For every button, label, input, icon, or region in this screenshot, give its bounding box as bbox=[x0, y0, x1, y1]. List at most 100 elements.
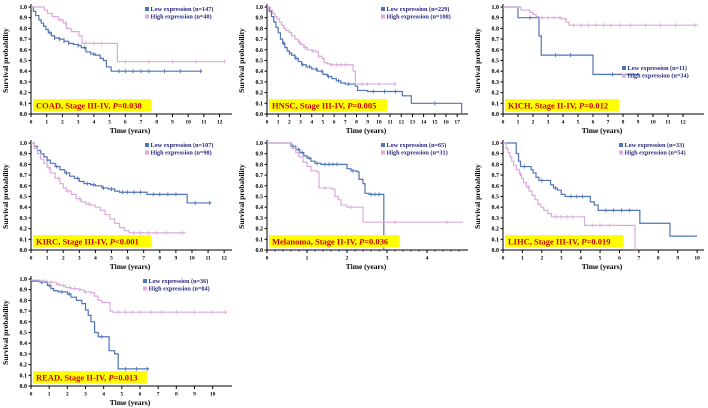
legend-label: High expression (n=98) bbox=[151, 150, 212, 157]
y-tick-label: 0.1 bbox=[256, 101, 264, 107]
x-tick-label: 4 bbox=[94, 256, 97, 262]
x-tick-label: 9 bbox=[366, 120, 369, 126]
y-tick-label: 0.6 bbox=[492, 184, 500, 190]
y-tick-label: 0.4 bbox=[256, 69, 264, 75]
x-tick-label: 3 bbox=[386, 256, 389, 262]
high-legend-swatch bbox=[381, 150, 385, 155]
y-tick-label: 1.0 bbox=[256, 141, 264, 147]
axes bbox=[266, 140, 468, 251]
legend-label: High expression (n=84) bbox=[149, 286, 210, 293]
y-tick-label: 0.0 bbox=[256, 248, 264, 254]
y-tick-label: 0.4 bbox=[492, 205, 500, 211]
y-axis-title: Survival probability bbox=[1, 28, 10, 93]
x-tick-label: 2 bbox=[288, 120, 291, 126]
y-tick-label: 0.2 bbox=[492, 91, 500, 97]
x-axis-title: Time (years) bbox=[110, 262, 151, 271]
x-tick-label: 12 bbox=[217, 120, 223, 126]
x-tick-label: 3 bbox=[560, 256, 563, 262]
y-tick-label: 0.9 bbox=[20, 152, 28, 158]
x-tick-label: 9 bbox=[637, 120, 640, 126]
panel-title-highlight bbox=[505, 235, 624, 248]
y-tick-label: 0.2 bbox=[492, 227, 500, 233]
high-expression-curve bbox=[267, 6, 397, 85]
low-legend-swatch bbox=[145, 7, 149, 11]
low-expression-curve bbox=[503, 6, 640, 76]
legend-label: Low expression (n=65) bbox=[387, 142, 447, 149]
x-tick-label: 6 bbox=[333, 120, 336, 126]
x-axis-title: Time (years) bbox=[110, 126, 151, 135]
x-tick-label: 8 bbox=[657, 256, 660, 262]
y-tick-label: 0.8 bbox=[492, 162, 500, 168]
y-tick-label: 0.7 bbox=[20, 37, 28, 43]
km-panel-lihc: 0.0 0.1 0.2 0.3 0.4 0.5 0.6 0.7 0.8 0.9 1.0 0 1 2 3 4 5 6… bbox=[472, 136, 708, 272]
legend-label: Low expression (n=147) bbox=[151, 6, 214, 13]
y-tick-label: 0.4 bbox=[20, 341, 28, 347]
high-expression-curve bbox=[503, 6, 698, 26]
x-axis-title: Time (years) bbox=[346, 262, 387, 271]
y-tick-label: 0.2 bbox=[20, 363, 28, 369]
low-expression-curve bbox=[267, 6, 463, 114]
panel-title-highlight bbox=[269, 99, 388, 112]
x-tick-label: 5 bbox=[120, 392, 123, 398]
y-tick-label: 0.9 bbox=[20, 288, 28, 294]
y-tick-label: 0.1 bbox=[492, 237, 500, 243]
low-legend-swatch bbox=[381, 7, 385, 11]
y-tick-label: 1.0 bbox=[492, 141, 500, 147]
x-tick-label: 8 bbox=[622, 120, 625, 126]
y-tick-label: 0.0 bbox=[20, 248, 28, 254]
y-tick-label: 0.2 bbox=[256, 91, 264, 97]
x-tick-label: 9 bbox=[676, 256, 679, 262]
x-tick-label: 2 bbox=[346, 256, 349, 262]
y-tick-label: 0.9 bbox=[256, 152, 264, 158]
x-tick-label: 4 bbox=[562, 120, 565, 126]
x-tick-label: 3 bbox=[299, 120, 302, 126]
x-tick-label: 4 bbox=[310, 120, 313, 126]
low-legend-swatch bbox=[381, 143, 385, 147]
x-tick-label: 5 bbox=[322, 120, 325, 126]
legend-label: Low expression (n=33) bbox=[625, 142, 685, 149]
axes bbox=[502, 140, 704, 251]
axes bbox=[266, 4, 468, 115]
y-tick-label: 0.0 bbox=[20, 384, 28, 390]
km-panel-melanoma: 0.0 0.1 0.2 0.3 0.4 0.5 0.6 0.7 0.8 0.9 1.0 0 1 2 3 4 Ti… bbox=[236, 136, 472, 272]
x-tick-label: 3 bbox=[77, 120, 80, 126]
survival-chart-read: 0.0 0.1 0.2 0.3 0.4 0.5 0.6 0.7 0.8 0.9 1.0 0 1 2 3 4 5 6… bbox=[1, 276, 232, 407]
y-tick-label: 0.0 bbox=[492, 248, 500, 254]
x-tick-label: 10 bbox=[185, 120, 191, 126]
x-tick-label: 17 bbox=[454, 120, 460, 126]
survival-chart-kirc: 0.00.10.20.30.40.50.60.70.80.91.00 1 2 3 4 5 6… bbox=[1, 140, 232, 271]
panel-title: HNSC, Stage III-IV, P=0.005 bbox=[272, 101, 376, 111]
x-tick-label: 1 bbox=[521, 256, 524, 262]
x-tick-label: 11 bbox=[387, 120, 392, 126]
y-axis-title: Survival probability bbox=[1, 300, 10, 365]
high-expression-curve bbox=[503, 142, 636, 250]
axes bbox=[502, 4, 704, 115]
y-tick-label: 0.3 bbox=[492, 80, 500, 86]
x-tick-label: 7 bbox=[638, 256, 641, 262]
x-tick-label: 4 bbox=[426, 256, 429, 262]
y-tick-label: 1.0 bbox=[20, 277, 28, 283]
x-tick-label: 11 bbox=[201, 120, 206, 126]
y-tick-label: 0.8 bbox=[20, 298, 28, 304]
y-tick-label: 0.0 bbox=[256, 112, 264, 118]
low-expression-curve bbox=[31, 6, 203, 72]
y-tick-label: 1.0 bbox=[20, 141, 28, 147]
x-tick-label: 5 bbox=[577, 120, 580, 126]
y-tick-label: 0.8 bbox=[256, 26, 264, 32]
x-tick-label: 12 bbox=[221, 256, 227, 262]
x-tick-label: 10 bbox=[650, 120, 656, 126]
legend: Low expression (n=33)High expression (n=… bbox=[619, 142, 686, 157]
y-tick-label: 0.8 bbox=[20, 26, 28, 32]
y-tick-label: 0.3 bbox=[20, 80, 28, 86]
panel-title: KICH, Stage II-IV, P=0.012 bbox=[508, 101, 608, 111]
high-legend-swatch bbox=[619, 150, 623, 155]
x-tick-label: 0 bbox=[266, 120, 269, 126]
x-tick-label: 2 bbox=[61, 120, 64, 126]
x-tick-label: 9 bbox=[175, 256, 178, 262]
x-tick-label: 9 bbox=[193, 392, 196, 398]
legend: Low expression (n=147)High expression (n… bbox=[145, 6, 213, 21]
high-legend-swatch bbox=[145, 14, 149, 19]
x-tick-label: 2 bbox=[532, 120, 535, 126]
y-tick-label: 0.3 bbox=[256, 216, 264, 222]
